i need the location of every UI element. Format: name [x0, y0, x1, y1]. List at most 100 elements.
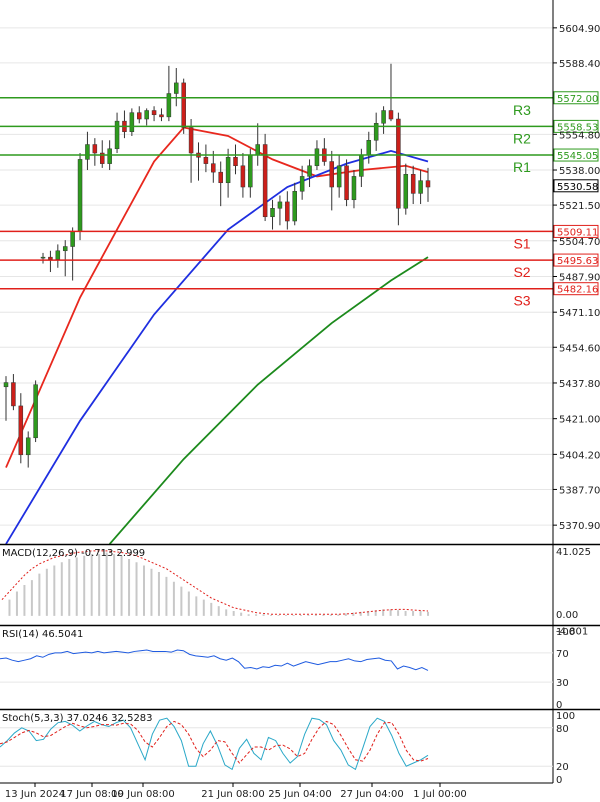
y-tick-label: 5387.70 — [559, 485, 600, 496]
stoch-signal-line — [0, 720, 429, 764]
level-price-label: 5482.16 — [557, 285, 598, 296]
y-tick-label: 5454.60 — [559, 343, 600, 354]
stoch-label: Stoch(5,3,3) 37.0246 32.5283 — [2, 713, 153, 724]
stoch-y-tick-label: 80 — [556, 724, 569, 735]
candle-body — [248, 154, 253, 188]
candle-body — [18, 405, 24, 456]
level-price-box — [553, 119, 599, 133]
y-tick-label: 5604.90 — [559, 24, 600, 35]
candle-body — [25, 437, 31, 456]
candle-body — [425, 180, 431, 188]
candle-body — [396, 118, 401, 209]
x-tick-label: 21 Jun 08:00 — [201, 789, 265, 800]
x-tick-label: 1 Jul 00:00 — [413, 789, 467, 800]
candle-body — [218, 171, 223, 184]
candle-body — [233, 157, 238, 167]
candle-body — [225, 157, 231, 184]
candle-body — [151, 110, 157, 116]
candle-body — [77, 159, 83, 232]
level-name-s1: S1 — [513, 235, 530, 251]
candle-body — [181, 82, 186, 128]
y-tick-label: 5370.90 — [559, 521, 600, 532]
moving-average-line — [5, 149, 429, 545]
candle-body — [240, 165, 246, 188]
candle-body — [270, 208, 275, 218]
level-price-box — [553, 224, 599, 238]
level-name-r1: R1 — [513, 159, 531, 175]
level-price-label: 5509.11 — [557, 227, 598, 238]
level-price-box — [553, 253, 599, 267]
y-tick-label: 5471.10 — [559, 308, 600, 319]
candle-body — [292, 191, 297, 222]
y-tick-label: 5437.80 — [559, 379, 600, 390]
rsi-line — [0, 649, 429, 671]
candle-body — [55, 250, 61, 260]
candle-body — [211, 163, 216, 173]
macd-label: MACD(12,26,9) -0.713 2.999 — [2, 548, 145, 559]
candle-body — [329, 161, 335, 188]
macd-signal-line — [1, 550, 429, 615]
candle-body — [262, 144, 268, 218]
candle-body — [255, 144, 260, 156]
current-price-label: 5530.58 — [557, 182, 598, 193]
candle-body — [277, 201, 283, 209]
candle-body — [344, 165, 349, 201]
candle-body — [62, 246, 68, 252]
candle-body — [3, 382, 9, 388]
level-price-label: 5558.53 — [557, 122, 598, 133]
candle-body — [114, 120, 120, 150]
macd-y-tick-label: -4.801 — [556, 627, 588, 638]
candle-body — [174, 82, 179, 94]
stoch-main-line — [0, 717, 429, 771]
stoch-y-tick-label: 0 — [556, 775, 562, 786]
candle-body — [159, 114, 164, 118]
candle-body — [129, 112, 135, 133]
rsi-label: RSI(14) 46.5041 — [2, 629, 83, 640]
level-price-box — [553, 148, 599, 162]
candle-body — [144, 110, 149, 120]
macd-y-tick-label: 41.025 — [556, 547, 591, 558]
candle-body — [336, 165, 342, 188]
candle-body — [203, 157, 209, 164]
level-price-label: 5495.63 — [557, 256, 598, 267]
x-tick-label: 13 Jun 2024 — [5, 789, 65, 800]
candle-body — [92, 144, 98, 154]
candle-body — [299, 176, 305, 192]
candle-body — [410, 174, 416, 194]
candle-body — [85, 144, 90, 160]
level-price-box — [553, 91, 599, 105]
stoch-y-tick-label: 100 — [556, 711, 575, 722]
candle-body — [388, 110, 394, 120]
current-price-box — [553, 179, 599, 193]
stoch-y-tick-label: 20 — [556, 762, 569, 773]
candle-body — [314, 148, 320, 167]
level-name-s2: S2 — [513, 264, 530, 280]
candle-body — [373, 123, 379, 141]
candle-body — [285, 201, 290, 222]
y-tick-label: 5521.50 — [559, 201, 600, 212]
y-tick-label: 5487.90 — [559, 272, 600, 283]
level-price-box — [553, 282, 599, 296]
level-price-label: 5572.00 — [557, 94, 598, 105]
candle-body — [381, 110, 386, 124]
moving-average-line — [108, 256, 429, 545]
y-tick-label: 5421.00 — [559, 415, 600, 426]
moving-average-line — [5, 126, 429, 468]
y-tick-label: 5404.20 — [559, 450, 600, 461]
rsi-y-tick-label: 0 — [556, 700, 562, 711]
candle-body — [137, 112, 142, 120]
candle-body — [48, 256, 53, 260]
y-tick-label: 5554.80 — [559, 130, 600, 141]
candle-body — [166, 93, 172, 118]
rsi-y-tick-label: 30 — [556, 678, 569, 689]
candle-body — [359, 154, 364, 177]
level-name-s3: S3 — [513, 293, 530, 309]
rsi-y-tick-label: 100 — [556, 627, 575, 638]
rsi-y-tick-label: 70 — [556, 649, 569, 660]
candle-body — [40, 256, 46, 259]
level-name-r3: R3 — [513, 102, 531, 118]
y-tick-label: 5538.00 — [559, 166, 600, 177]
candle-body — [33, 384, 38, 439]
x-tick-label: 27 Jun 04:00 — [340, 789, 404, 800]
